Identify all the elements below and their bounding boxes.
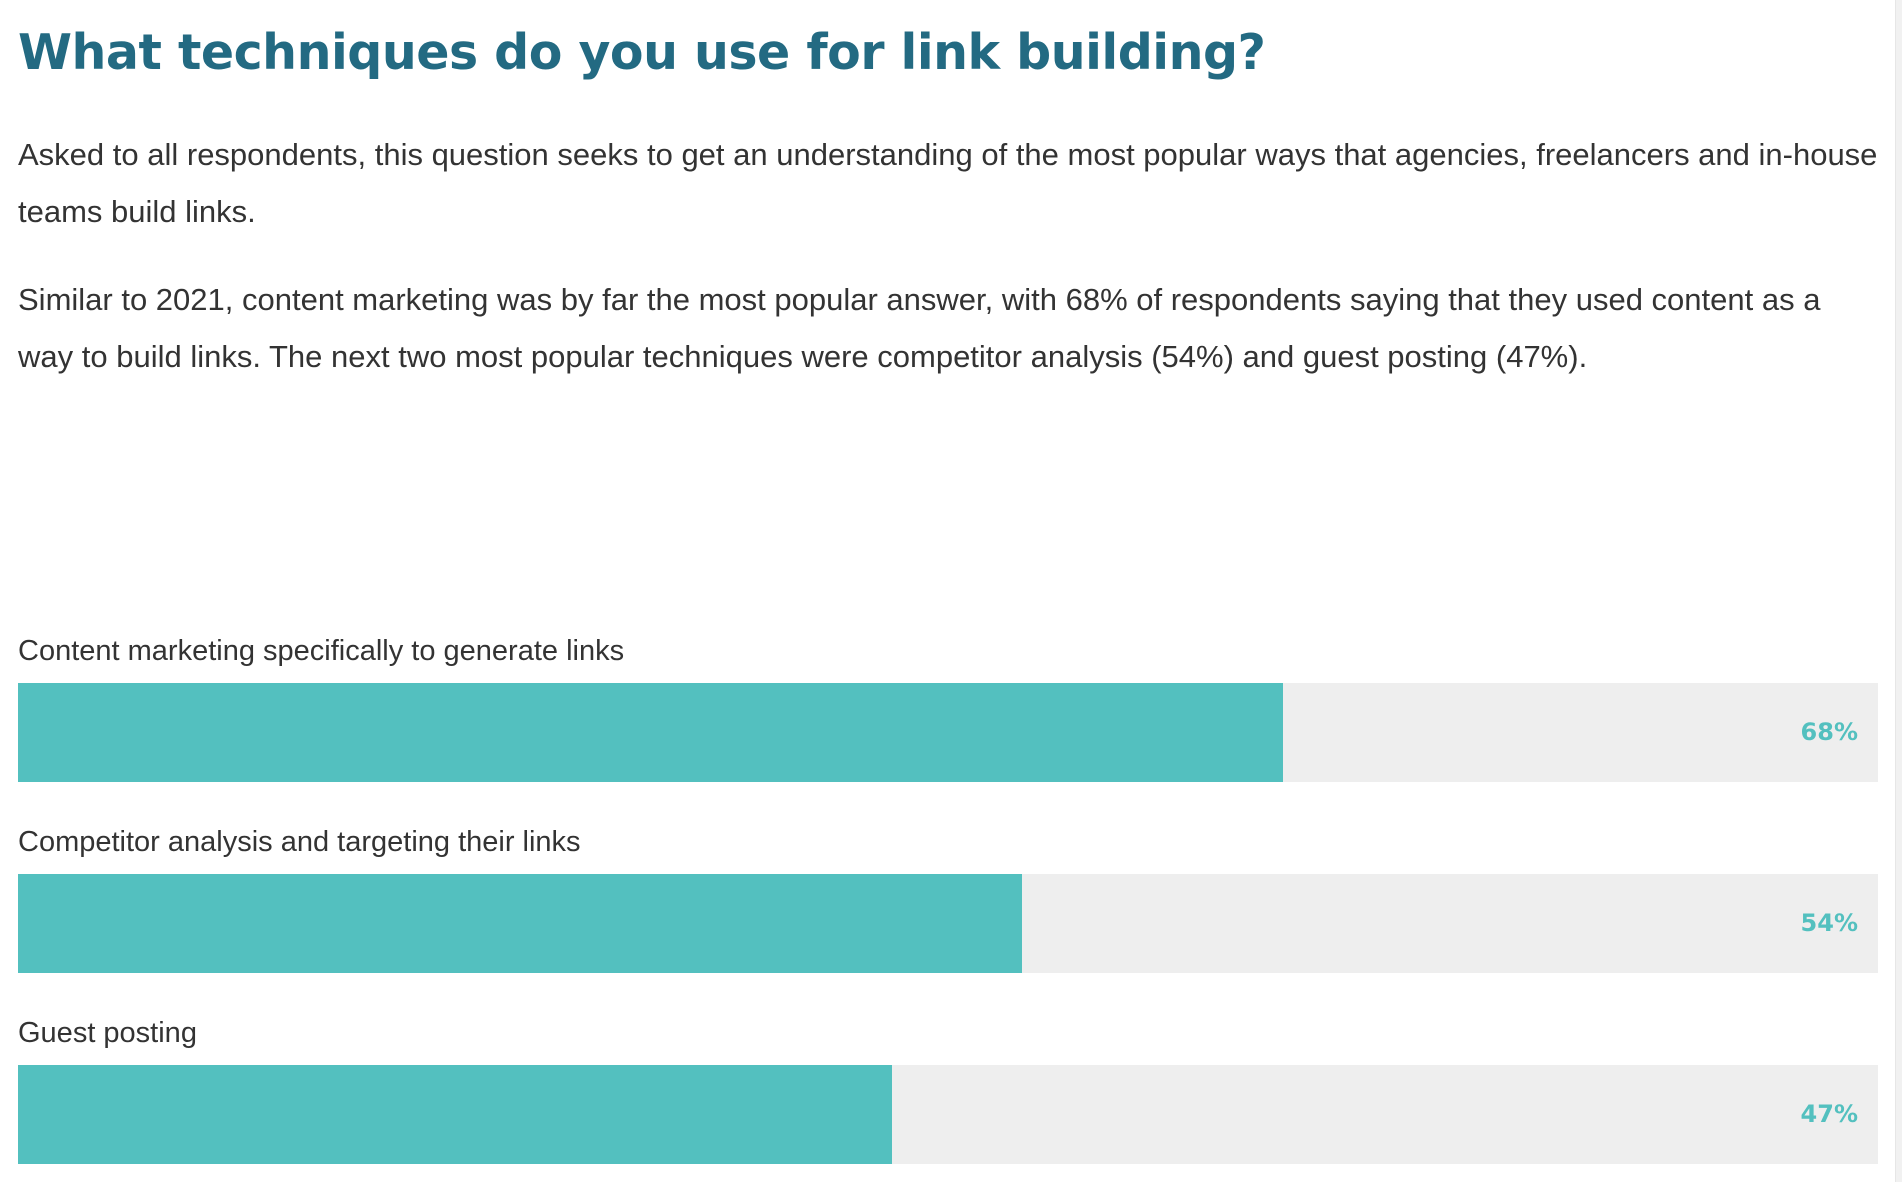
- bar-row-content-marketing: Content marketing specifically to genera…: [18, 631, 1878, 782]
- bar-row-competitor-analysis: Competitor analysis and targeting their …: [18, 822, 1878, 973]
- bar-label: Guest posting: [18, 1017, 197, 1049]
- bar-fill: [18, 874, 1023, 973]
- bar-value-label: 68%: [1800, 718, 1858, 746]
- bar-value-label: 47%: [1800, 1100, 1858, 1128]
- bar-value-label: 54%: [1800, 909, 1858, 937]
- bar-label: Competitor analysis and targeting their …: [18, 826, 581, 858]
- bar-fill: [18, 683, 1283, 782]
- bar-label: Content marketing specifically to genera…: [18, 635, 625, 667]
- page-title: What techniques do you use for link buil…: [18, 24, 1266, 81]
- bar-fill: [18, 1065, 893, 1164]
- scrollbar-track[interactable]: [1895, 0, 1902, 1182]
- intro-paragraph: Asked to all respondents, this question …: [18, 137, 1878, 229]
- bar-track: 54%: [18, 874, 1878, 973]
- bar-row-guest-posting: Guest posting 47%: [18, 1013, 1878, 1164]
- bar-track: 47%: [18, 1065, 1878, 1164]
- bar-track: 68%: [18, 683, 1878, 782]
- summary-paragraph: Similar to 2021, content marketing was b…: [18, 282, 1821, 374]
